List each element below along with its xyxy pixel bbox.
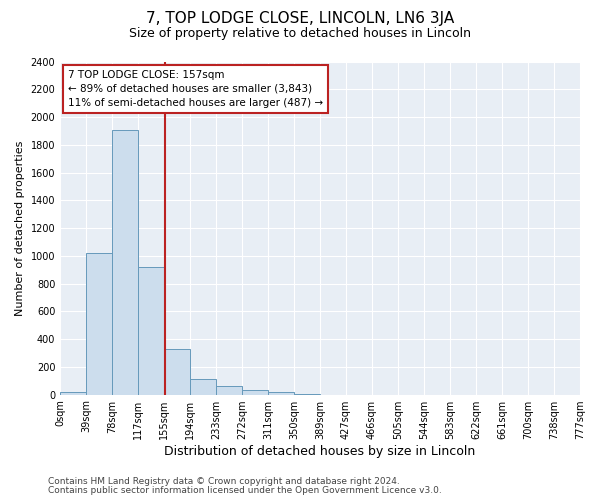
Bar [86,253,112,394]
Bar [112,130,139,394]
Text: 7, TOP LODGE CLOSE, LINCOLN, LN6 3JA: 7, TOP LODGE CLOSE, LINCOLN, LN6 3JA [146,11,454,26]
Text: Contains HM Land Registry data © Crown copyright and database right 2024.: Contains HM Land Registry data © Crown c… [48,477,400,486]
Bar [164,350,190,395]
Bar [216,386,242,394]
Bar [242,390,268,394]
Bar [268,392,295,394]
Bar [139,267,164,394]
Text: Size of property relative to detached houses in Lincoln: Size of property relative to detached ho… [129,28,471,40]
Bar [190,380,216,394]
X-axis label: Distribution of detached houses by size in Lincoln: Distribution of detached houses by size … [164,444,476,458]
Y-axis label: Number of detached properties: Number of detached properties [15,140,25,316]
Text: 7 TOP LODGE CLOSE: 157sqm
← 89% of detached houses are smaller (3,843)
11% of se: 7 TOP LODGE CLOSE: 157sqm ← 89% of detac… [68,70,323,108]
Bar [60,392,86,394]
Text: Contains public sector information licensed under the Open Government Licence v3: Contains public sector information licen… [48,486,442,495]
